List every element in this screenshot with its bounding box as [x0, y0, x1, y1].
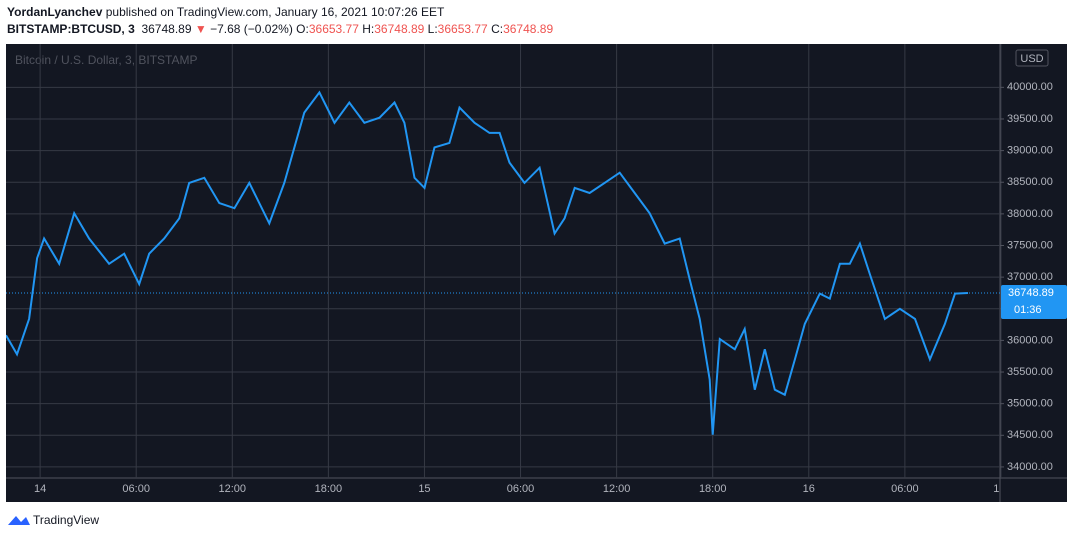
currency-box: USD: [1015, 49, 1049, 67]
y-tick-label: 34500.00: [1007, 429, 1053, 441]
x-tick-label: 06:00: [122, 483, 150, 495]
ohlc-key: L:: [427, 22, 438, 36]
last-price-tag: [1001, 285, 1067, 320]
y-tick-label: 38000.00: [1007, 208, 1053, 220]
price: 36748.89: [141, 22, 192, 36]
y-tick-label: 36000.00: [1007, 334, 1053, 346]
x-tick-label: 12:00: [603, 483, 631, 495]
ohlc-value: 36748.89: [503, 22, 554, 36]
ohlc-key: C:: [491, 22, 504, 36]
publish-info: published on TradingView.com, January 16…: [105, 5, 445, 19]
author: YordanLyanchev: [7, 5, 103, 19]
symbol-line: BITSTAMP:BTCUSD, 3 36748.89 ▼ −7.68 (−0.…: [7, 22, 553, 36]
y-tick-label: 35500.00: [1007, 366, 1053, 378]
axes: 34000.00 34500.00 35000.00 35500.00 36000.00…: [34, 81, 1067, 495]
currency: USD: [1020, 53, 1043, 65]
x-axis: 14 06:00 12:00 18:00 15 06:00 12:00 18:00 16 06:0…: [34, 483, 1008, 495]
ohlc-value: 36653.77: [437, 22, 488, 36]
x-tick-label: 18:00: [315, 483, 343, 495]
y-tick-label: 39500.00: [1007, 113, 1053, 125]
ohlc-value: 36653.77: [308, 22, 359, 36]
plot: [6, 90, 1000, 435]
x-tick-label: 18:00: [699, 483, 727, 495]
x-tick-label: 14: [34, 483, 46, 495]
logo: [8, 516, 30, 525]
change: −7.68 (−0.02%): [210, 22, 293, 36]
ohlc-key: O:: [296, 22, 309, 36]
y-tick-label: 37000.00: [1007, 271, 1053, 283]
ohlc: O:36653.77 H:36748.89 L:36653.77 C:36748…: [293, 22, 553, 36]
y-tick-label: 37500.00: [1007, 239, 1053, 251]
publish-line: YordanLyanchev published on TradingView.…: [7, 5, 444, 19]
price-line: [6, 90, 969, 435]
x-tick-label: 06:00: [507, 483, 535, 495]
x-tick-label: 16: [803, 483, 815, 495]
countdown: 01:36: [1014, 304, 1042, 316]
grid: [6, 44, 1002, 478]
x-tick-label: 12:00: [219, 483, 247, 495]
y-tick-label: 39000.00: [1007, 145, 1053, 157]
y-tick-label: 34000.00: [1007, 461, 1053, 473]
ohlc-value: 36748.89: [374, 22, 425, 36]
series-legend: Bitcoin / U.S. Dollar, 3, BITSTAMP: [15, 53, 198, 67]
y-tick-label: 40000.00: [1007, 81, 1053, 93]
x-tick-label: 15: [418, 483, 430, 495]
y-tick-label: 38500.00: [1007, 176, 1053, 188]
x-tick-label: 06:00: [891, 483, 919, 495]
ohlc-key: H:: [362, 22, 375, 36]
symbol: BITSTAMP:BTCUSD, 3: [7, 22, 135, 36]
brand: TradingView: [33, 513, 99, 527]
last-price-label: 36748.89: [1008, 287, 1054, 299]
x-tick-label: 12:: [993, 483, 1008, 495]
arrow: ▼: [194, 22, 207, 36]
y-tick-label: 35000.00: [1007, 398, 1053, 410]
chart-bg: [6, 44, 1067, 502]
